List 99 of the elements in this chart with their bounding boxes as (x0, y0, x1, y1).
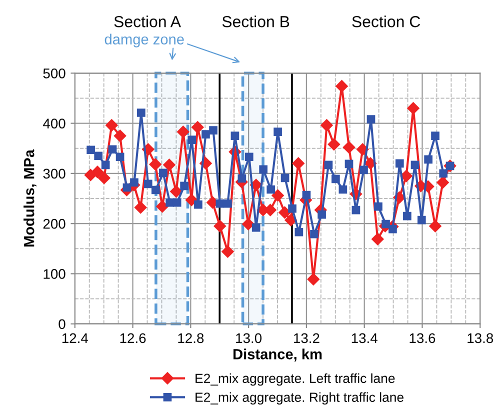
y-tick-label: 400 (43, 118, 66, 128)
point (172, 198, 182, 207)
point (424, 155, 432, 164)
point (252, 223, 260, 232)
x-tick-label: 13.0 (236, 333, 262, 344)
y-axis-title: Modulus, MPa (24, 149, 36, 247)
text: Section C (352, 16, 420, 28)
point (403, 212, 412, 220)
y-tick-label: 0 (58, 319, 66, 330)
point (278, 206, 291, 219)
point (224, 199, 232, 208)
x-tick-label: 13.6 (410, 333, 436, 344)
point (294, 228, 304, 236)
legend-label: E2_mix aggregate. Right traffic lane (196, 392, 404, 405)
point (192, 121, 204, 134)
y-tick-label: 500 (43, 68, 66, 78)
point (137, 108, 146, 117)
point (259, 165, 268, 174)
point (134, 201, 147, 214)
point (320, 119, 333, 132)
y-tick-label: 200 (43, 218, 66, 229)
point (149, 158, 162, 171)
point (429, 220, 442, 232)
point (98, 172, 110, 184)
point (388, 224, 397, 234)
point (436, 176, 449, 189)
x-tick-label: 12.6 (120, 333, 146, 344)
legend-label: E2_mix aggregate. Left traffic lane (196, 373, 395, 386)
point (356, 143, 369, 156)
point (114, 130, 126, 142)
x-axis-title: Distance, km (234, 348, 322, 362)
point (344, 160, 354, 168)
point (101, 160, 110, 170)
point (407, 102, 420, 114)
point (310, 230, 318, 238)
point (332, 174, 340, 184)
point (318, 210, 326, 219)
point (209, 126, 218, 134)
point (338, 185, 348, 194)
point (410, 160, 420, 170)
y-tick-label: 300 (43, 168, 66, 179)
point (185, 194, 198, 206)
point (372, 233, 384, 246)
point (108, 145, 117, 154)
point (324, 160, 333, 170)
point (328, 138, 340, 150)
x-tick-label: 12.4 (62, 333, 88, 343)
point (280, 174, 290, 182)
point (439, 169, 448, 178)
point (216, 199, 224, 208)
point (159, 168, 168, 178)
point (292, 157, 304, 170)
point (106, 119, 118, 132)
x-tick-label: 12.8 (178, 333, 204, 344)
y-tick-label: 100 (44, 269, 66, 279)
point (274, 128, 282, 136)
point (336, 80, 348, 92)
x-tick-label: 13.8 (468, 333, 494, 344)
point (170, 185, 182, 198)
point (395, 159, 404, 168)
point (180, 182, 188, 190)
point (194, 200, 202, 209)
point (431, 132, 440, 140)
point (342, 141, 356, 154)
point (130, 178, 138, 187)
point (144, 180, 152, 188)
point (284, 214, 297, 226)
point (272, 189, 284, 202)
x-tick-label: 13.4 (352, 333, 378, 344)
point (307, 273, 320, 286)
point (86, 146, 95, 154)
point (244, 152, 254, 162)
point (360, 166, 368, 174)
point (156, 200, 168, 213)
point (288, 204, 296, 213)
point (400, 170, 412, 182)
point (352, 206, 360, 214)
point (91, 166, 104, 178)
point (214, 220, 226, 232)
point (417, 216, 426, 224)
point (163, 158, 176, 172)
point (238, 174, 246, 183)
point (94, 152, 103, 160)
point (242, 218, 254, 230)
point (177, 126, 190, 138)
point (202, 130, 210, 138)
band-label: damge zone (104, 34, 184, 48)
point (151, 186, 160, 194)
point (116, 152, 124, 162)
point (222, 246, 234, 258)
point (230, 132, 240, 140)
text: Section A (114, 16, 181, 28)
point (302, 190, 311, 200)
point (188, 136, 196, 144)
point (374, 202, 382, 211)
point (366, 115, 376, 124)
text: Section B (222, 16, 290, 28)
point (266, 185, 276, 194)
x-tick-label: 13.2 (294, 333, 320, 344)
